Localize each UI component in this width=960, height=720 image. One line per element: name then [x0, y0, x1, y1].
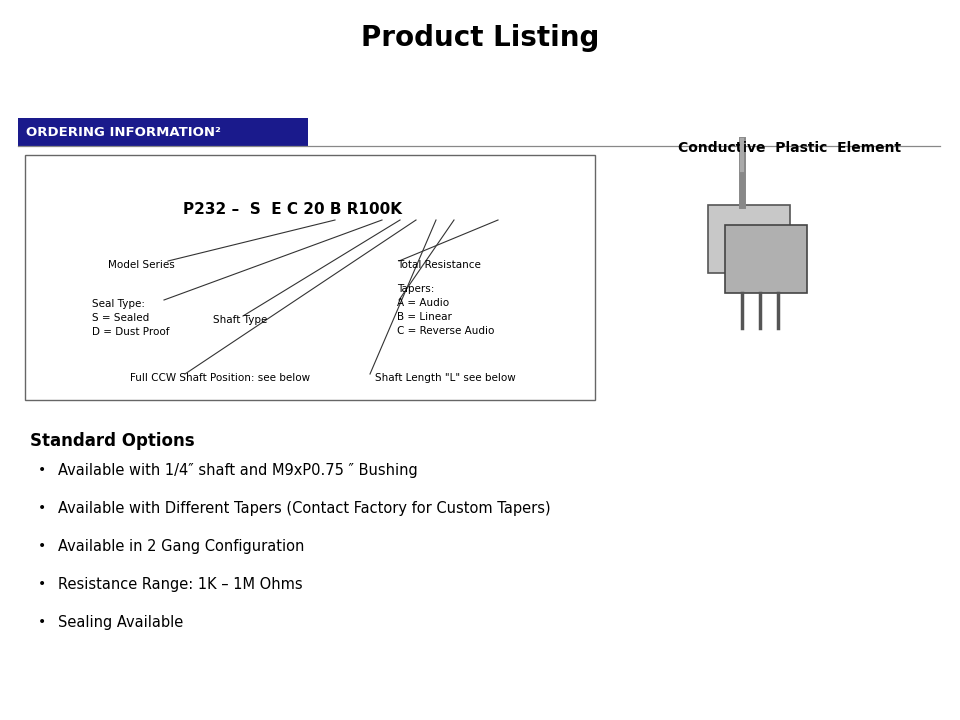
- Text: •: •: [37, 501, 46, 515]
- Bar: [18, 118, 308, 146]
- Text: •: •: [37, 577, 46, 591]
- Text: •: •: [37, 539, 46, 553]
- Text: Available with Different Tapers (Contact Factory for Custom Tapers): Available with Different Tapers (Contact…: [58, 500, 551, 516]
- Text: Seal Type:
S = Sealed
D = Dust Proof: Seal Type: S = Sealed D = Dust Proof: [92, 299, 170, 337]
- Text: Full CCW Shaft Position: see below: Full CCW Shaft Position: see below: [130, 373, 310, 383]
- Text: ORDERING INFORMATION²: ORDERING INFORMATION²: [26, 125, 221, 138]
- Text: Resistance Range: 1K – 1M Ohms: Resistance Range: 1K – 1M Ohms: [58, 577, 302, 592]
- Text: Conductive  Plastic  Element: Conductive Plastic Element: [679, 141, 901, 155]
- Text: Sealing Available: Sealing Available: [58, 614, 183, 629]
- Text: Available in 2 Gang Configuration: Available in 2 Gang Configuration: [58, 539, 304, 554]
- Text: Total Resistance: Total Resistance: [397, 260, 481, 270]
- Text: Standard Options: Standard Options: [30, 432, 195, 450]
- Text: Available with 1/4″ shaft and M9xP0.75 ″ Bushing: Available with 1/4″ shaft and M9xP0.75 ″…: [58, 462, 418, 477]
- Bar: [725, 225, 807, 293]
- Bar: [708, 205, 790, 273]
- Text: P232 –  S  E C 20 B R100K: P232 – S E C 20 B R100K: [183, 202, 402, 217]
- Text: Shaft Length "L" see below: Shaft Length "L" see below: [375, 373, 516, 383]
- Text: Tapers:
A = Audio
B = Linear
C = Reverse Audio: Tapers: A = Audio B = Linear C = Reverse…: [397, 284, 494, 336]
- Text: Shaft Type: Shaft Type: [213, 315, 268, 325]
- Bar: [25, 155, 595, 400]
- Text: •: •: [37, 615, 46, 629]
- Text: •: •: [37, 463, 46, 477]
- Text: Model Series: Model Series: [108, 260, 175, 270]
- Text: Product Listing: Product Listing: [361, 24, 599, 52]
